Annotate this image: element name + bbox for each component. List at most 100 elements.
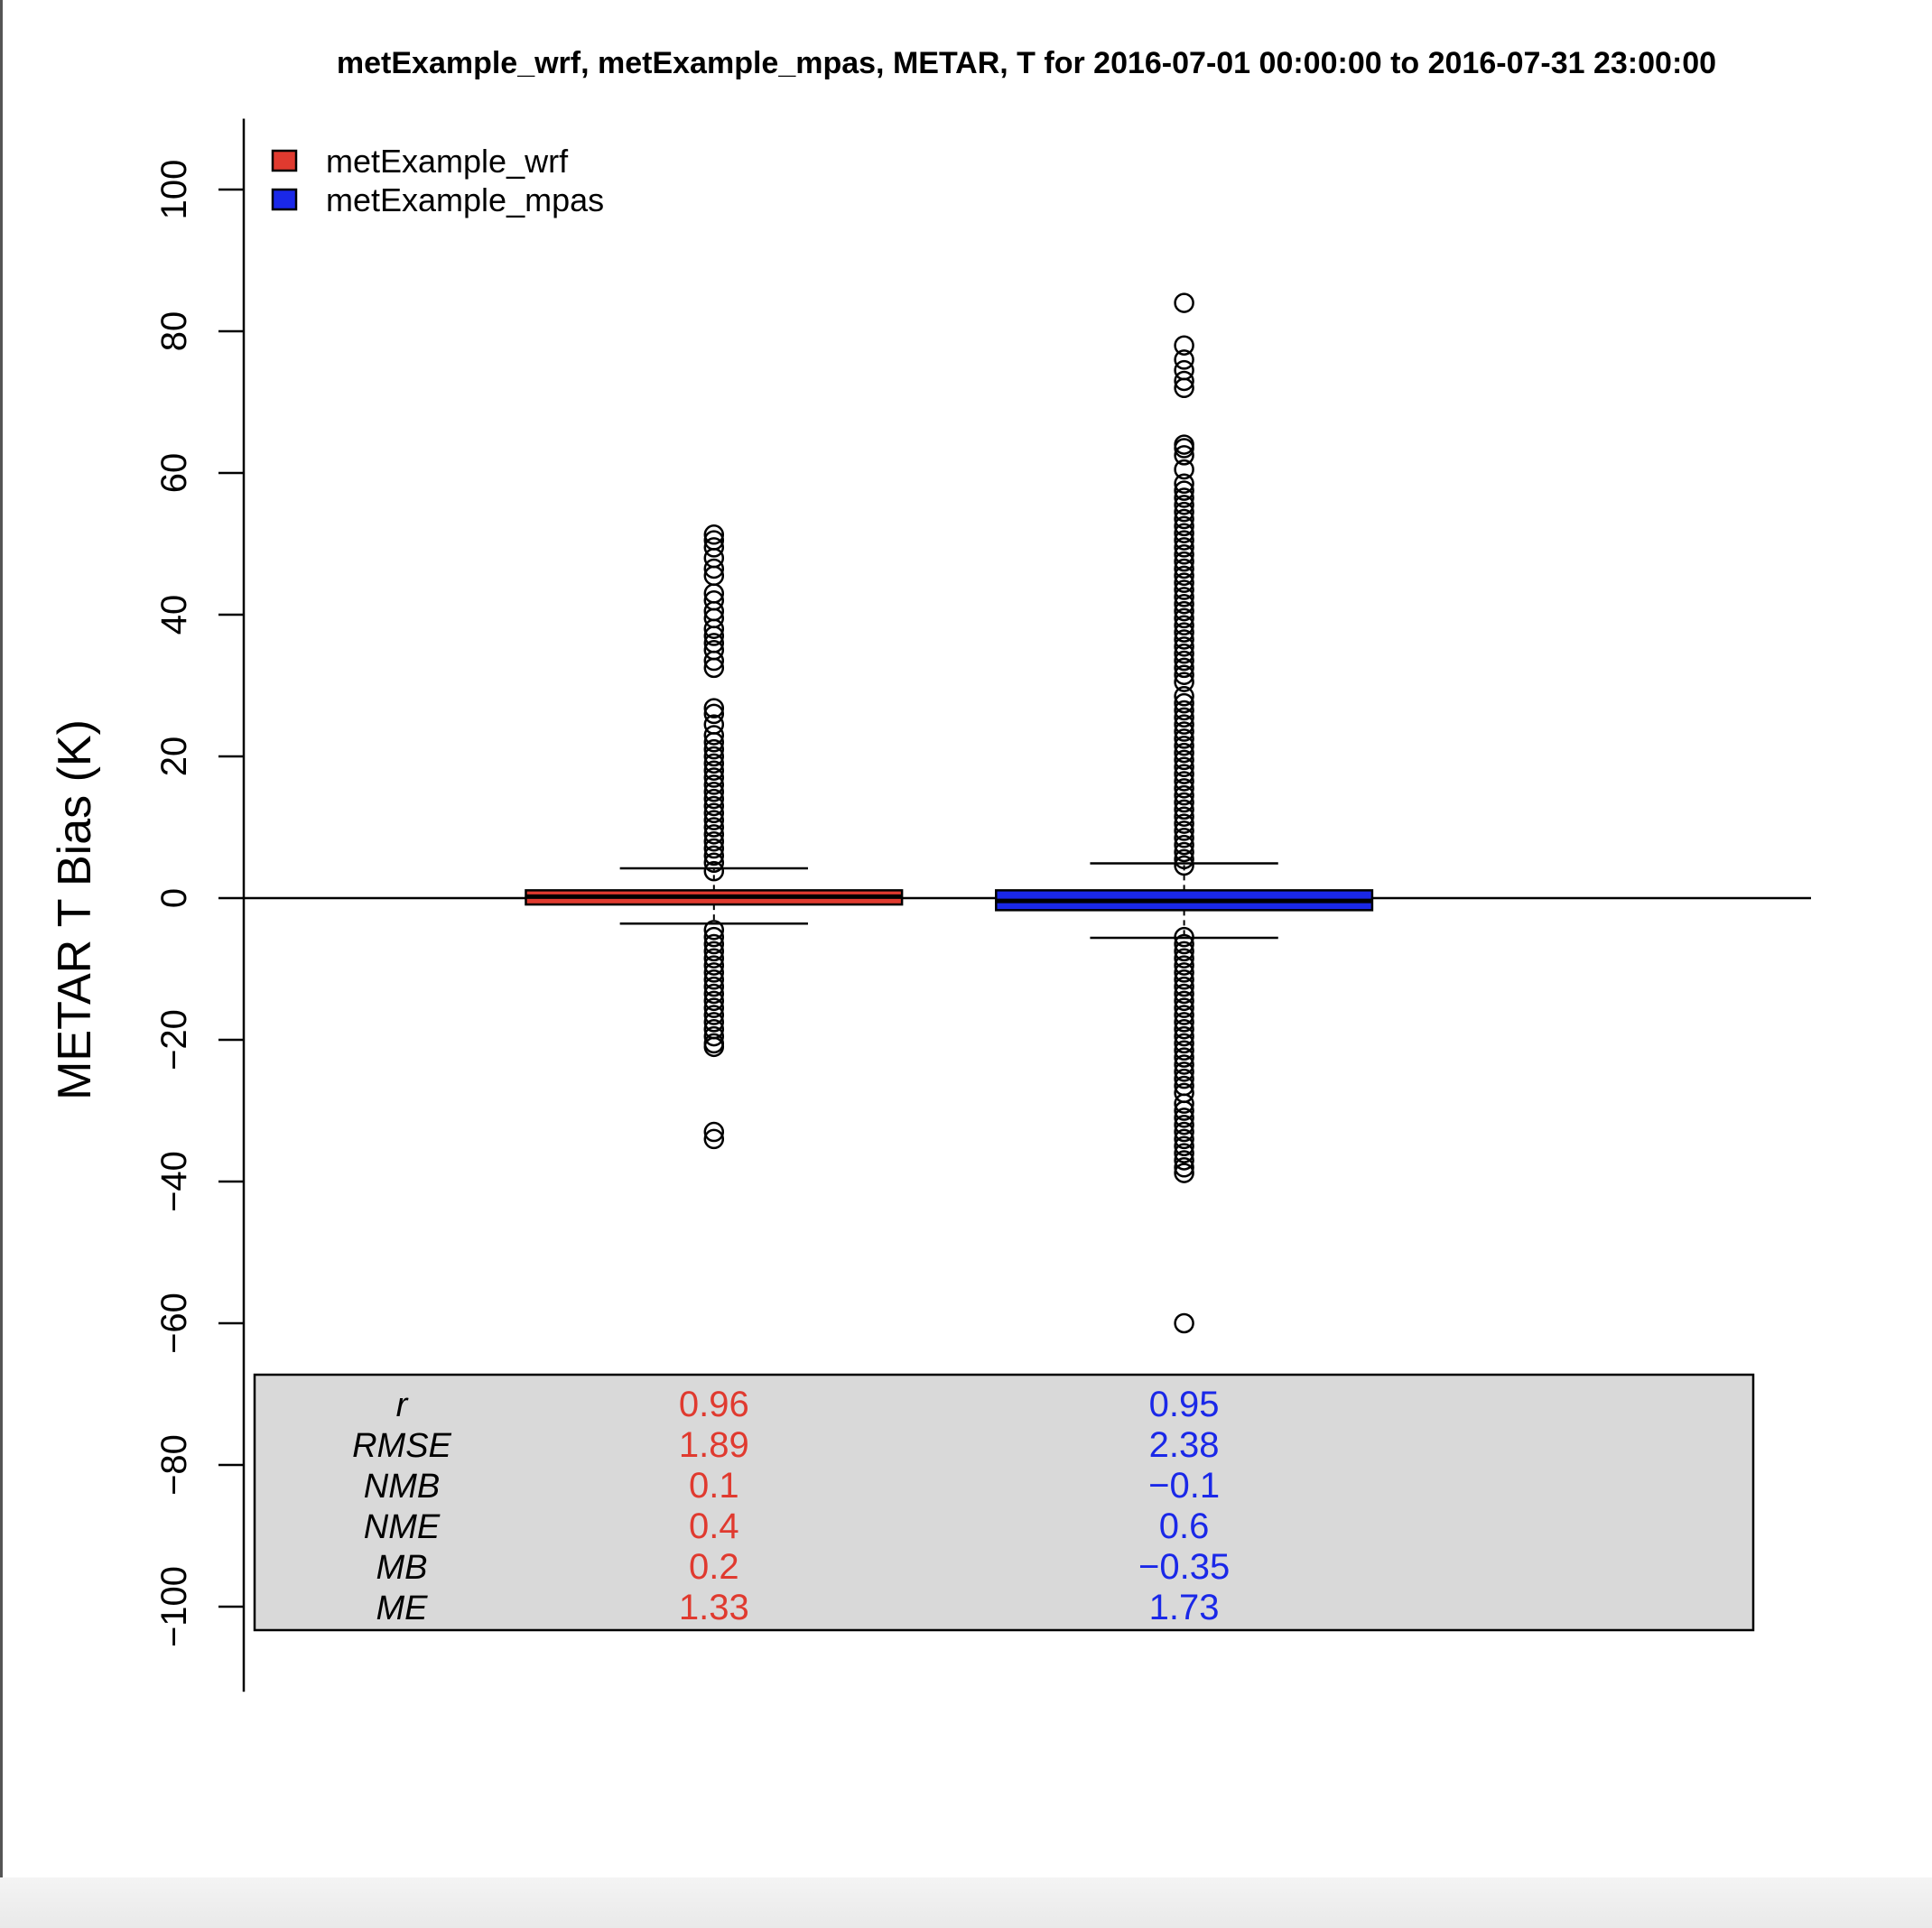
outlier-point xyxy=(703,788,725,810)
outlier-point xyxy=(1174,587,1194,607)
outlier-point xyxy=(1174,1108,1194,1128)
outlier-point xyxy=(1174,1025,1194,1047)
outlier-point xyxy=(1174,636,1194,657)
stats-value: 1.73 xyxy=(1149,1588,1220,1627)
outlier-point xyxy=(1174,700,1194,721)
outlier-point xyxy=(1174,735,1194,756)
outlier-point xyxy=(1174,657,1194,679)
outlier-point xyxy=(1174,459,1194,480)
stats-value: 0.95 xyxy=(1149,1385,1220,1424)
outlier-point xyxy=(703,530,725,551)
outlier-point xyxy=(1174,1100,1194,1121)
stats-row-label: NMB xyxy=(364,1468,440,1506)
outlier-point xyxy=(703,1128,725,1150)
outlier-point xyxy=(1174,1163,1194,1183)
y-tick-label: 20 xyxy=(154,737,194,777)
outlier-point xyxy=(1174,997,1194,1018)
outlier-point xyxy=(1174,1157,1194,1178)
outlier-point xyxy=(1174,841,1194,863)
outlier-point xyxy=(1174,813,1194,834)
stats-row-label: ME xyxy=(376,1590,429,1627)
stats-row-label: MB xyxy=(376,1549,428,1587)
outlier-point xyxy=(1174,551,1194,572)
outlier-point xyxy=(1174,1093,1194,1114)
outlier-point xyxy=(703,955,725,976)
legend-swatch xyxy=(271,188,298,211)
outlier-point xyxy=(703,714,725,735)
outlier-point xyxy=(1174,607,1194,629)
outlier-point xyxy=(1174,828,1194,848)
outlier-point xyxy=(1174,686,1194,707)
outlier-point xyxy=(1174,983,1194,1005)
outlier-point xyxy=(1174,749,1194,771)
outlier-point xyxy=(1174,707,1194,728)
outlier-point xyxy=(703,838,725,859)
legend-swatch xyxy=(271,149,298,172)
outlier-point xyxy=(1174,508,1194,530)
outlier-point xyxy=(703,703,725,725)
outlier-point xyxy=(703,767,725,788)
outlier-point xyxy=(703,1121,725,1143)
stats-value: 0.2 xyxy=(689,1547,739,1587)
outlier-point xyxy=(703,852,725,873)
outlier-point xyxy=(1174,1005,1194,1025)
box-metExample_mpas xyxy=(995,292,1374,1334)
outlier-point xyxy=(1174,487,1194,508)
outlier-point xyxy=(703,860,725,882)
outlier-point xyxy=(1174,806,1194,827)
stats-value: 1.89 xyxy=(679,1425,749,1465)
outlier-point xyxy=(703,990,725,1012)
outlier-point xyxy=(703,1005,725,1025)
outlier-point xyxy=(703,782,725,802)
outlier-point xyxy=(1174,664,1194,685)
outlier-point xyxy=(1174,792,1194,813)
outlier-point xyxy=(1174,335,1194,356)
outlier-point xyxy=(1174,530,1194,551)
outlier-point xyxy=(1174,1150,1194,1171)
outlier-point xyxy=(1174,1068,1194,1089)
outlier-point xyxy=(1174,764,1194,784)
outlier-point xyxy=(1174,643,1194,664)
outlier-point xyxy=(1174,926,1194,948)
outlier-point xyxy=(703,962,725,983)
outlier-point xyxy=(1174,501,1194,523)
y-tick-label: −80 xyxy=(154,1434,194,1496)
stats-value: −0.35 xyxy=(1138,1547,1230,1587)
outlier-point xyxy=(703,1012,725,1033)
outlier-point xyxy=(703,802,725,824)
outlier-point xyxy=(1174,714,1194,735)
y-tick-label: −20 xyxy=(154,1009,194,1071)
outlier-point xyxy=(703,983,725,1005)
legend-label: metExample_wrf xyxy=(326,143,569,180)
outlier-point xyxy=(1174,941,1194,962)
outlier-point xyxy=(1174,622,1194,643)
y-tick-label: 100 xyxy=(154,160,194,220)
outlier-point xyxy=(703,824,725,845)
outlier-point xyxy=(1174,349,1194,370)
outlier-point xyxy=(703,933,725,955)
outlier-point xyxy=(703,746,725,767)
window-left-border xyxy=(0,0,3,1928)
outlier-point xyxy=(1174,629,1194,650)
outlier-point xyxy=(703,1036,725,1058)
y-tick-label: −60 xyxy=(154,1293,194,1354)
outlier-point xyxy=(703,537,725,558)
outlier-point xyxy=(1174,544,1194,565)
outlier-point xyxy=(1174,1061,1194,1082)
outlier-point xyxy=(703,817,725,838)
outlier-point xyxy=(703,640,725,661)
outlier-point xyxy=(1174,1018,1194,1040)
outlier-point xyxy=(703,760,725,781)
outlier-point xyxy=(703,976,725,997)
outlier-point xyxy=(1174,976,1194,997)
outlier-point xyxy=(1174,1121,1194,1143)
outlier-point xyxy=(1174,515,1194,537)
outlier-point xyxy=(1174,962,1194,983)
outlier-point xyxy=(703,633,725,653)
outlier-point xyxy=(703,926,725,948)
outlier-point xyxy=(703,738,725,760)
y-tick-label: −40 xyxy=(154,1151,194,1212)
outlier-point xyxy=(1174,292,1194,313)
outlier-point xyxy=(1174,473,1194,495)
